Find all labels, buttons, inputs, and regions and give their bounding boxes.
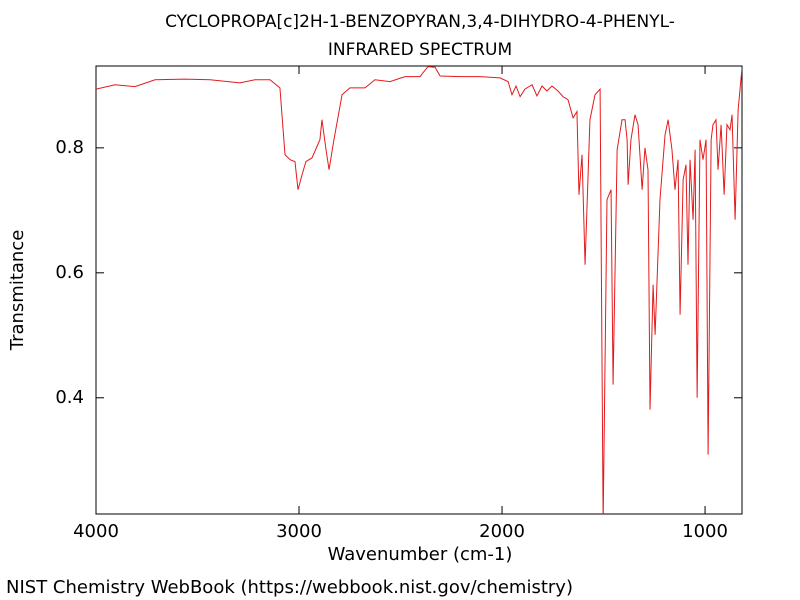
chart-subtitle: INFRARED SPECTRUM [328,40,512,60]
source-note: NIST Chemistry WebBook (https://webbook.… [6,577,573,598]
chart-title: CYCLOPROPA[c]2H-1-BENZOPYRAN,3,4-DIHYDRO… [165,12,675,32]
y-tick-label: 0.6 [55,262,84,283]
spectrum-line [96,66,742,514]
x-tick-label: 4000 [73,521,119,542]
x-tick-label: 2000 [479,521,525,542]
plot-frame [95,65,743,515]
y-tick-label: 0.4 [55,387,84,408]
y-tick-label: 0.8 [55,137,84,158]
y-axis-label: Transmitance [7,230,28,352]
x-tick-label: 3000 [276,521,322,542]
x-tick-label: 1000 [682,521,728,542]
x-axis-label: Wavenumber (cm-1) [328,544,513,565]
